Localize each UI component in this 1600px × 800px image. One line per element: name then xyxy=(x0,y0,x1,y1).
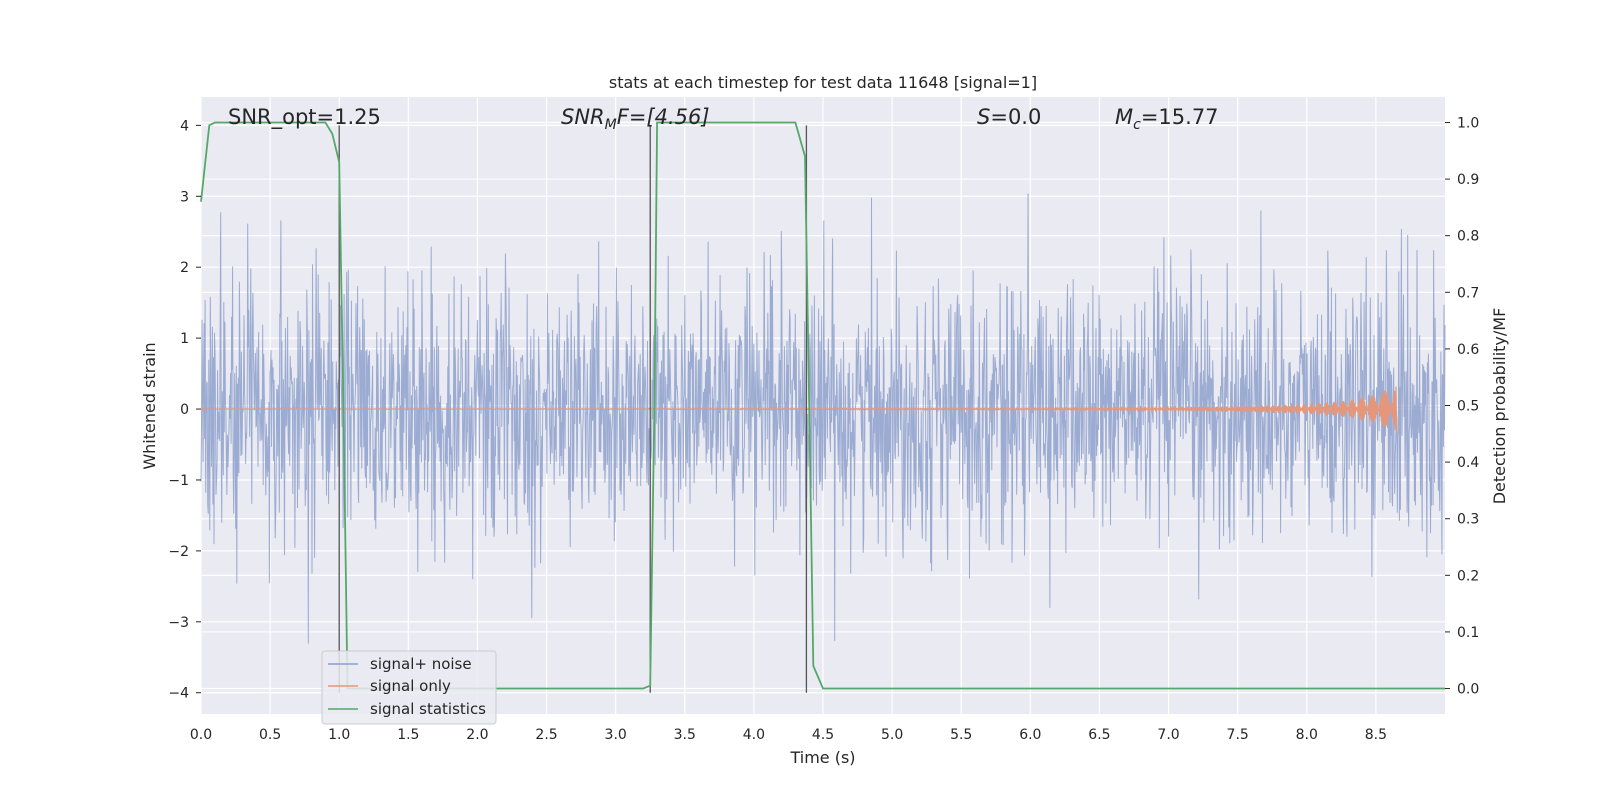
y-tick-label: 4 xyxy=(180,118,189,134)
annotation-mc-sub: c xyxy=(1133,117,1141,133)
annotation-snr-mf-base: SNR xyxy=(561,105,605,129)
annotation-snr-mf-sub: M xyxy=(605,117,617,133)
x-tick-label: 5.0 xyxy=(881,727,903,743)
y-tick-label: 3 xyxy=(180,189,189,205)
legend: signal+ noise signal only signal statist… xyxy=(321,650,497,725)
x-axis-ticks: 0.0 0.5 1.0 1.5 2.0 2.5 3.0 3.5 4.0 4.5 5.0 5.5 6.0 6… xyxy=(190,727,1387,743)
signal-statistics-line xyxy=(200,121,1445,690)
x-tick-label: 0.0 xyxy=(190,727,212,743)
annotation-s-rest: =0.0 xyxy=(990,105,1041,129)
x-tick-label: 5.5 xyxy=(950,727,972,743)
legend-label-signal-noise: signal+ noise xyxy=(370,655,472,673)
annotation-mc: Mc=15.77 xyxy=(1115,105,1219,133)
signal-only-line xyxy=(201,386,1398,434)
y-tick-label: −3 xyxy=(168,615,189,631)
x-tick-label: 2.0 xyxy=(466,727,488,743)
y-tick-label: 0 xyxy=(180,402,189,418)
chart-title: stats at each timestep for test data 116… xyxy=(609,73,1037,92)
y2-tick-label: 0.4 xyxy=(1457,455,1479,471)
y-tick-label: −1 xyxy=(168,473,189,489)
y-axis-ticks: −4 −3 −2 −1 0 1 2 3 4 xyxy=(168,118,201,702)
signal-statistics-series xyxy=(200,121,1445,690)
x-tick-label: 3.0 xyxy=(605,727,627,743)
y-tick-label: 2 xyxy=(180,260,189,276)
y2-tick-label: 0.3 xyxy=(1457,512,1479,528)
x-tick-label: 4.0 xyxy=(743,727,765,743)
x-axis-label: Time (s) xyxy=(789,748,855,767)
y2-tick-label: 0.0 xyxy=(1457,682,1479,698)
annotation-s-var: S xyxy=(977,105,990,129)
annotation-snr-opt: SNR_opt=1.25 xyxy=(228,105,381,130)
y2-tick-label: 0.5 xyxy=(1457,399,1479,415)
signal-noise-series xyxy=(200,193,1446,644)
y2-tick-label: 0.8 xyxy=(1457,229,1479,245)
x-tick-label: 0.5 xyxy=(259,727,281,743)
y2-tick-label: 0.1 xyxy=(1457,625,1479,641)
y2-tick-label: 1.0 xyxy=(1457,115,1479,131)
y2-tick-label: 0.6 xyxy=(1457,342,1479,358)
signal-only-series xyxy=(201,386,1398,434)
legend-label-signal-only: signal only xyxy=(370,677,451,695)
legend-label-signal-statistics: signal statistics xyxy=(370,700,486,718)
y-axis-label: Whitened strain xyxy=(140,342,159,469)
x-tick-label: 6.5 xyxy=(1088,727,1110,743)
x-tick-label: 8.0 xyxy=(1296,727,1318,743)
x-tick-label: 1.5 xyxy=(397,727,419,743)
annotation-s: S=0.0 xyxy=(977,105,1041,129)
x-tick-label: 8.5 xyxy=(1365,727,1387,743)
y-tick-label: −4 xyxy=(168,686,189,702)
signal-noise-line xyxy=(200,193,1446,644)
x-tick-label: 2.5 xyxy=(535,727,557,743)
y2-axis-label: Detection probability/MF xyxy=(1490,308,1509,505)
x-tick-label: 7.5 xyxy=(1227,727,1249,743)
y2-tick-label: 0.9 xyxy=(1457,172,1479,188)
legend-box xyxy=(321,650,497,725)
y2-tick-label: 0.2 xyxy=(1457,568,1479,584)
x-tick-label: 3.5 xyxy=(674,727,696,743)
y-tick-label: 1 xyxy=(180,331,189,347)
x-tick-label: 6.0 xyxy=(1019,727,1041,743)
y2-axis-ticks: 0.0 0.1 0.2 0.3 0.4 0.5 0.6 0.7 0.8 0.9 1.0 xyxy=(1445,115,1479,698)
x-tick-label: 7.0 xyxy=(1157,727,1179,743)
annotation-mc-var: M xyxy=(1115,105,1133,129)
annotation-snr-mf: SNRMF=[4.56] xyxy=(561,105,710,133)
y-tick-label: −2 xyxy=(168,544,189,560)
y2-tick-label: 0.7 xyxy=(1457,285,1479,301)
annotation-mc-rest: =15.77 xyxy=(1141,105,1219,129)
x-tick-label: 4.5 xyxy=(812,727,834,743)
x-tick-label: 1.0 xyxy=(328,727,350,743)
annotation-snr-mf-rest: F=[4.56] xyxy=(617,105,710,129)
